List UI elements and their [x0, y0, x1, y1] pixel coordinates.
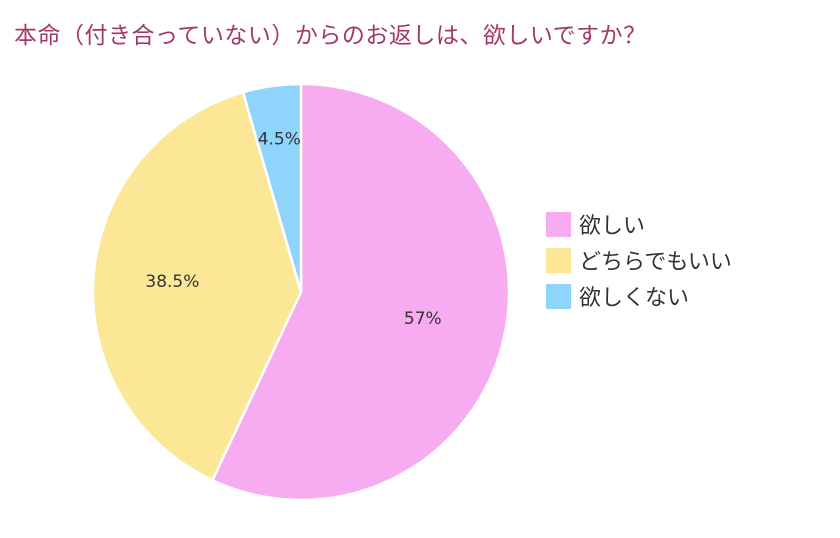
legend-item-0: 欲しい: [546, 206, 732, 242]
legend-label-1: どちらでもいい: [579, 250, 732, 275]
legend-swatch-0: [546, 211, 571, 237]
slice-label-1: 38.5%: [145, 272, 199, 292]
legend-item-1: どちらでもいい: [546, 242, 732, 278]
legend-item-2: 欲しくない: [546, 278, 732, 314]
legend-label-2: 欲しくない: [579, 286, 690, 311]
slice-label-2: 4.5%: [258, 130, 301, 150]
slice-label-0: 57%: [404, 309, 442, 329]
legend-swatch-1: [546, 247, 571, 273]
legend-label-0: 欲しい: [579, 214, 646, 239]
pie-slice-1: [91, 91, 303, 482]
legend-swatch-2: [546, 283, 571, 309]
chart-title: 本命（付き合っていない）からのお返しは、欲しいですか？: [14, 23, 647, 49]
pie-slice-2: [241, 82, 303, 294]
legend: 欲しい どちらでもいい 欲しくない: [546, 206, 732, 314]
pie-slice-0: [211, 82, 511, 502]
